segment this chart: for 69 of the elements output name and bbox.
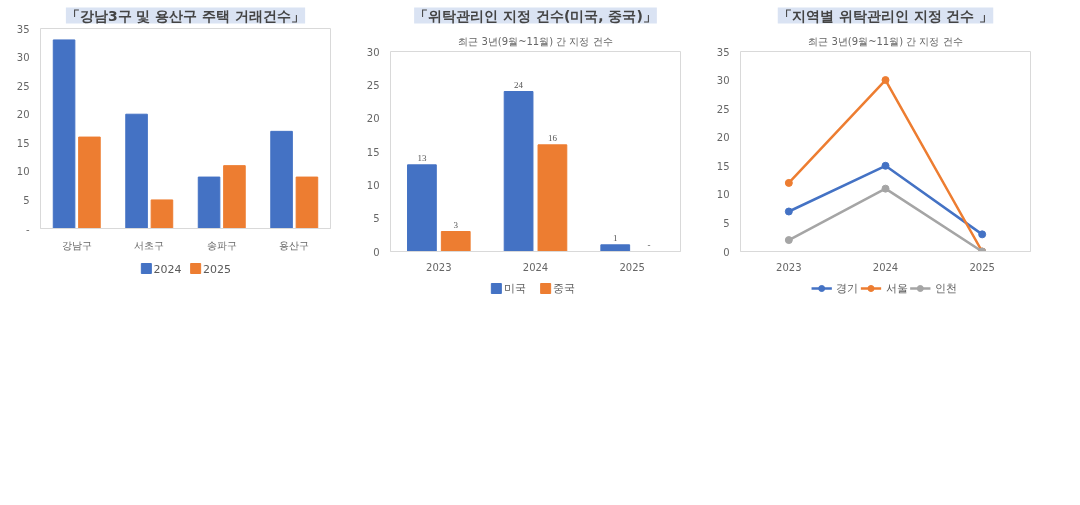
y-tick-label: - [25,223,30,235]
x-tick-label: 2025 [619,261,645,273]
chart-subtitle: 최근 3년(9월~11월) 간 지정 건수 [458,35,613,47]
y-tick-label: 25 [16,80,30,92]
chart-title: 「강남3구 및 용산구 주택 거래건수」 [65,7,306,24]
bar [407,164,437,252]
x-tick-label: 2024 [872,261,899,273]
bar [270,130,293,229]
bar [197,176,221,229]
data-label: 1 [613,232,618,243]
y-tick-label: 30 [366,46,380,58]
point [978,230,987,239]
legend-label: 서울 [885,282,908,295]
bar [125,113,148,229]
x-tick-label: 송파구 [206,239,237,251]
point [881,161,890,170]
y-tick-label: 5 [373,213,380,225]
data-label: 16 [547,132,558,143]
y-tick-label: 15 [366,146,380,158]
chart-title: 「지역별 위탁관리인 지정 건수 」 [777,7,994,24]
y-tick-label: 10 [366,179,380,191]
y-tick-label: 30 [16,52,30,64]
chart-title: 「위탁관리인 지정 건수(미국, 중국)」 [414,7,657,24]
x-tick-label: 2023 [426,261,452,273]
bar [600,244,631,252]
bar [537,144,568,252]
x-tick-label: 2025 [969,261,995,273]
bar [150,199,174,229]
point [784,236,793,245]
bar [223,165,246,229]
data-label: - [647,239,651,250]
x-tick-label: 서초구 [134,239,165,251]
bar [52,39,76,229]
y-tick-label: 25 [716,103,730,115]
y-tick-label: 35 [16,23,30,35]
point [784,178,793,187]
y-tick-label: 0 [723,246,730,258]
bar [440,231,471,252]
y-tick-label: 5 [723,217,730,229]
y-tick-label: 20 [366,113,380,125]
x-tick-label: 2024 [522,261,549,273]
y-tick-label: 30 [716,75,730,87]
y-tick-label: 10 [716,189,730,201]
y-tick-label: 35 [716,46,730,58]
y-tick-label: 25 [366,79,380,91]
y-tick-label: 0 [373,246,380,258]
legend-label: 미국 [503,282,526,295]
point [881,184,890,193]
chart-subtitle: 최근 3년(9월~11월) 간 지정 건수 [808,35,963,47]
point [784,207,793,216]
legend-label: 중국 [552,282,575,295]
bar [503,91,534,252]
legend-label: 인천 [934,282,957,295]
point [881,76,890,85]
y-tick-label: 15 [716,160,730,172]
y-tick-label: 20 [16,109,30,121]
y-tick-label: 5 [23,194,30,206]
y-tick-label: 15 [16,137,30,149]
data-label: 24 [514,79,524,90]
data-label: 3 [453,219,459,230]
legend-label: 경기 [836,282,859,295]
data-label: 13 [417,152,427,163]
y-tick-label: 10 [16,166,30,178]
x-tick-label: 용산구 [279,239,310,251]
bar [78,136,101,229]
x-tick-label: 강남구 [61,239,92,251]
x-tick-label: 2023 [776,261,802,273]
y-tick-label: 20 [716,132,730,144]
bar [295,176,319,229]
